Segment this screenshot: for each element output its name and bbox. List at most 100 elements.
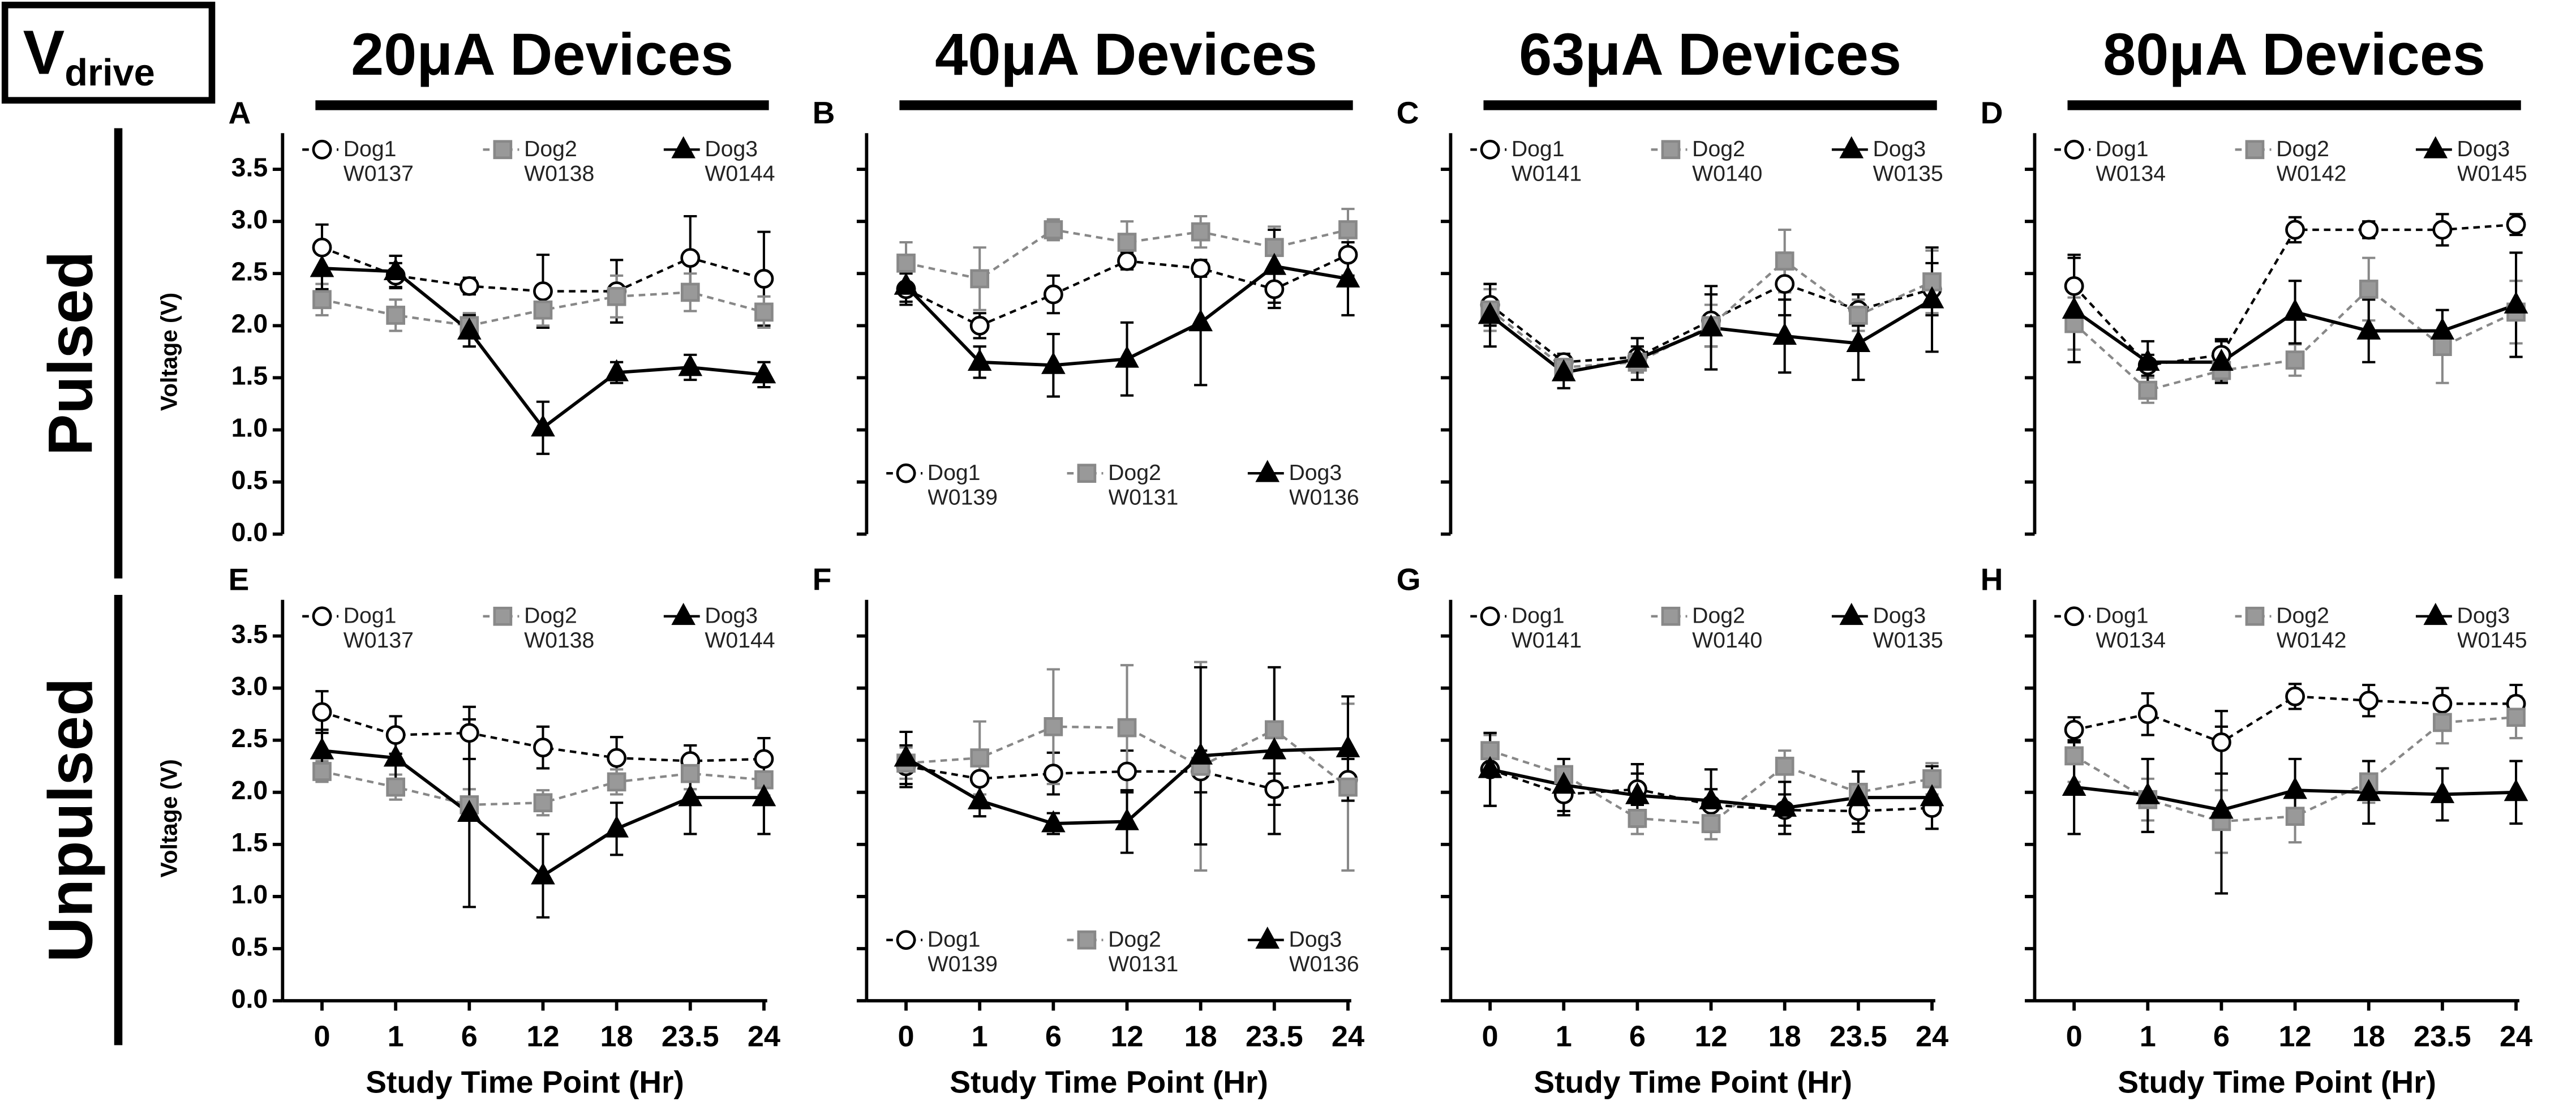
- point: [533, 793, 553, 813]
- legend-label: Dog2 W0138: [524, 136, 595, 186]
- legend-entry: Dog3 W0145: [2457, 603, 2527, 653]
- y-tick-label: 0.5: [231, 465, 268, 495]
- point: [1480, 606, 1500, 627]
- point: [457, 317, 482, 340]
- point: [969, 769, 990, 789]
- legend-entry: Dog2 W0140: [1692, 136, 1762, 186]
- legend-entry: Dog3 W0135: [1873, 603, 1943, 653]
- panel-label: E: [229, 561, 250, 597]
- point: [1772, 323, 1797, 345]
- point: [1628, 809, 1647, 828]
- point: [386, 777, 405, 797]
- point: [2283, 298, 2307, 321]
- point: [1839, 136, 1864, 158]
- legend-label: Dog3 W0144: [705, 136, 775, 186]
- y-tick-label: 0.5: [231, 932, 268, 961]
- point: [1478, 756, 1502, 778]
- x-tick-label: 23.5: [1246, 1021, 1303, 1053]
- point: [1336, 265, 1360, 288]
- legend-label: Dog3 W0135: [1873, 136, 1943, 186]
- y-tick-label: 1.0: [231, 880, 268, 909]
- point: [2359, 691, 2379, 711]
- point: [383, 744, 408, 767]
- point: [493, 606, 513, 626]
- point: [2138, 380, 2158, 400]
- legend-label: Dog3 W0135: [1873, 603, 1943, 653]
- legend-entry: Dog2 W0138: [524, 136, 595, 186]
- point: [1188, 742, 1213, 765]
- point: [1480, 139, 1500, 160]
- x-tick-label: 0: [1482, 1021, 1499, 1053]
- y-tick-label: 1.0: [231, 413, 268, 443]
- point: [1772, 794, 1797, 817]
- point: [2064, 276, 2084, 296]
- point: [1264, 720, 1284, 740]
- point: [2212, 732, 2231, 752]
- point: [1264, 779, 1285, 799]
- y-axis-label: Voltage (V): [156, 293, 182, 411]
- row-title: Pulsed: [36, 251, 106, 456]
- y-tick-label: 3.5: [231, 152, 268, 182]
- point: [1041, 351, 1066, 374]
- legend-entry: Dog1 W0137: [344, 136, 414, 186]
- point: [754, 302, 774, 322]
- point: [1775, 274, 1795, 294]
- point: [2504, 779, 2528, 801]
- point: [1191, 222, 1210, 242]
- column-title: 63μA Devices: [1519, 22, 1901, 88]
- legend-label: Dog2 W0140: [1692, 603, 1763, 653]
- point: [2356, 779, 2381, 801]
- point: [896, 463, 916, 483]
- x-tick-label: 12: [1694, 1021, 1727, 1053]
- point: [1262, 252, 1287, 275]
- x-tick-label: 24: [2500, 1021, 2532, 1053]
- point: [894, 272, 918, 295]
- legend-entry: Dog2 W0138: [524, 603, 594, 653]
- point: [671, 603, 696, 625]
- legend-entry: Dog2 W0140: [1692, 603, 1763, 653]
- legend-entry: Dog1 W0139: [928, 927, 998, 976]
- point: [1849, 306, 1868, 325]
- point: [2504, 291, 2528, 314]
- point: [386, 306, 405, 325]
- y-tick-label: 0.0: [231, 984, 268, 1013]
- point: [896, 930, 916, 950]
- column-title: 80μA Devices: [2103, 22, 2485, 88]
- x-tick-label: 0: [314, 1021, 330, 1053]
- point: [2285, 807, 2305, 826]
- legend-label: Dog2 W0142: [2276, 603, 2347, 653]
- point: [1551, 771, 1576, 794]
- x-tick-label: 23.5: [662, 1021, 719, 1053]
- point: [1920, 784, 1944, 807]
- point: [459, 276, 479, 296]
- x-axis-label: Study Time Point (Hr): [366, 1065, 684, 1100]
- x-tick-label: 6: [1045, 1021, 1062, 1053]
- point: [2209, 796, 2234, 819]
- legend-entry: Dog3 W0144: [705, 136, 775, 186]
- point: [531, 862, 555, 885]
- point: [2506, 708, 2526, 727]
- point: [1661, 140, 1681, 160]
- legend-label: Dog1 W0141: [1511, 136, 1582, 186]
- header-subscript: drive: [65, 52, 155, 94]
- point: [2064, 719, 2084, 740]
- x-tick-label: 24: [1916, 1021, 1948, 1053]
- x-tick-label: 0: [898, 1021, 915, 1053]
- point: [533, 281, 553, 301]
- column-title: 40μA Devices: [935, 22, 1317, 88]
- point: [1336, 735, 1360, 757]
- y-tick-label: 2.5: [231, 257, 268, 286]
- point: [2433, 337, 2452, 357]
- y-axis-label: Voltage (V): [156, 759, 182, 877]
- point: [1775, 756, 1794, 776]
- point: [1255, 460, 1280, 482]
- point: [1338, 220, 1358, 239]
- y-tick-label: 2.0: [231, 309, 268, 338]
- point: [2209, 349, 2234, 371]
- legend-label: Dog3 W0145: [2457, 603, 2527, 653]
- y-tick-label: 0.0: [231, 517, 268, 547]
- legend-label: Dog1 W0137: [343, 603, 414, 653]
- point: [680, 282, 700, 302]
- point: [1338, 245, 1358, 265]
- legend-label: Dog3 W0136: [1289, 460, 1359, 510]
